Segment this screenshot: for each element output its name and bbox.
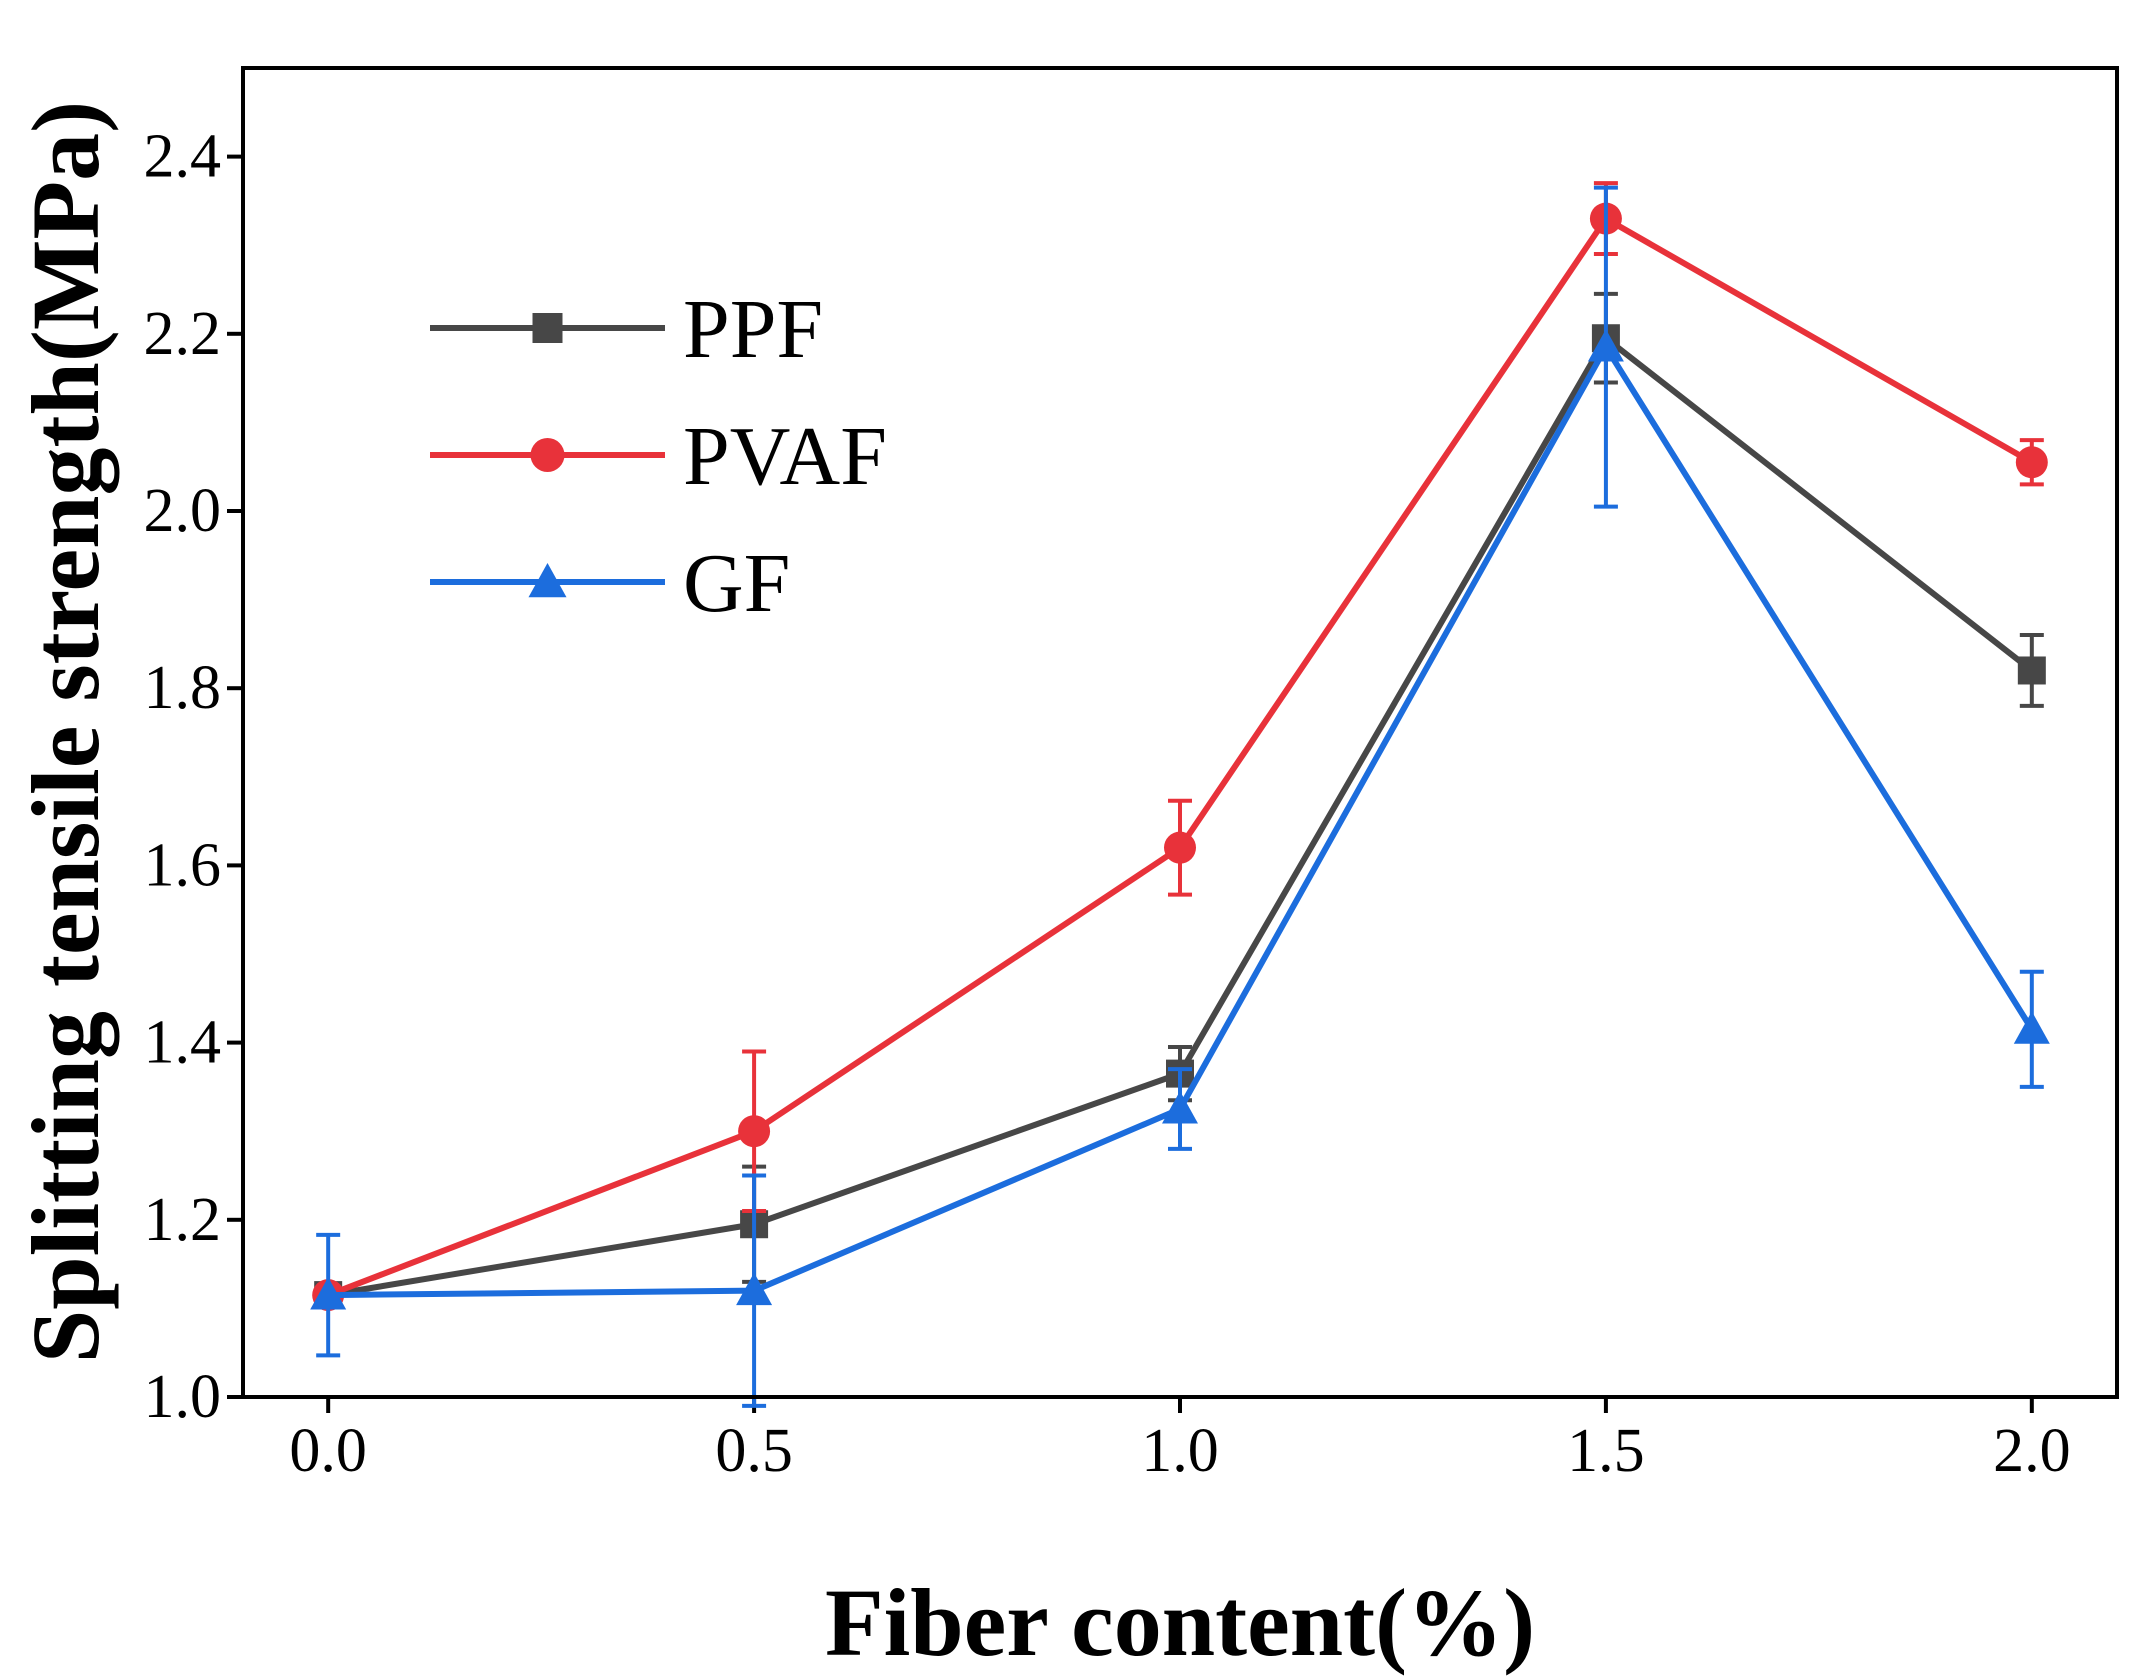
x-tick-label: 0.0 — [289, 1417, 367, 1485]
legend-entry-pvaf: PVAF — [430, 410, 887, 503]
legend-entry-ppf: PPF — [430, 283, 823, 376]
data-point-gf — [2013, 1011, 2050, 1044]
data-point-gf — [310, 1277, 347, 1310]
data-point-gf — [736, 1272, 773, 1306]
data-point-gf — [1587, 329, 1624, 362]
y-tick-label: 1.2 — [144, 1186, 222, 1254]
x-tick-label: 1.5 — [1567, 1417, 1645, 1485]
legend-label-ppf: PPF — [683, 283, 823, 376]
series-gf — [310, 185, 2050, 1408]
y-axis-title: Splitting tensile strength(MPa) — [12, 101, 119, 1363]
series-pvaf — [312, 181, 2048, 1312]
legend-label-pvaf: PVAF — [683, 410, 887, 503]
data-point-pvaf — [1164, 831, 1196, 864]
series-layer — [310, 181, 2050, 1408]
legend-entry-gf: GF — [430, 537, 790, 630]
legend-marker-pvaf — [530, 438, 565, 472]
y-tick-label: 2.4 — [144, 123, 222, 191]
data-point-ppf — [2017, 656, 2046, 685]
x-axis-title: Fiber content(%) — [825, 1569, 1535, 1676]
y-tick-label: 1.6 — [144, 831, 222, 899]
data-point-gf — [1162, 1091, 1198, 1124]
data-point-pvaf — [738, 1115, 771, 1148]
plot-frame — [241, 66, 2119, 1399]
legend-label-gf: GF — [683, 537, 790, 630]
y-tick-label: 2.2 — [144, 300, 222, 368]
x-tick-label: 2.0 — [1993, 1417, 2071, 1485]
y-tick-label: 2.0 — [144, 477, 222, 545]
legend-marker-ppf — [532, 313, 563, 343]
data-point-pvaf — [2015, 446, 2048, 479]
tick-layer: 0.0 0.5 1.0 1.5 2.0 1.0 1.2 1.4 1.6 1.8 2.0 2.2 2.4 — [144, 123, 2071, 1485]
y-tick-label: 1.0 — [144, 1363, 222, 1431]
legend: PPF PVAF GF — [430, 283, 887, 630]
y-tick-label: 1.8 — [144, 654, 222, 722]
x-tick-label: 0.5 — [715, 1417, 793, 1485]
y-tick-label: 1.4 — [144, 1009, 222, 1077]
legend-marker-gf — [528, 563, 567, 598]
x-tick-label: 1.0 — [1141, 1417, 1219, 1485]
